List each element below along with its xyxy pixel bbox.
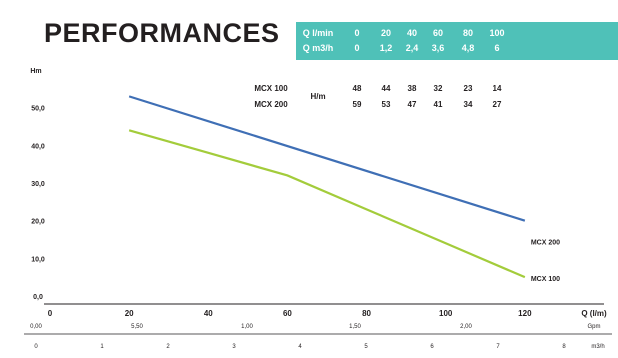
x3-tick-label: 8 xyxy=(562,344,566,350)
x3-axis-label: m3/h xyxy=(591,344,604,350)
table-header-label: Q l/min xyxy=(303,28,334,38)
table-cell: 41 xyxy=(434,100,443,109)
x3-tick-label: 2 xyxy=(166,344,170,350)
x2-tick-label: 2,00 xyxy=(460,324,472,330)
x3-tick-label: 5 xyxy=(364,344,368,350)
table-header-cell: 2,4 xyxy=(406,43,419,53)
x-tick-label: 40 xyxy=(204,309,213,318)
x3-tick-label: 7 xyxy=(496,344,500,350)
x2-axis-label: Gpm xyxy=(587,324,600,330)
table-model-label: MCX 100 xyxy=(254,84,288,93)
table-model-label: MCX 200 xyxy=(254,100,288,109)
x-tick-label: 0 xyxy=(48,309,53,318)
table-header-cell: 6 xyxy=(494,43,499,53)
table-header-cell: 4,8 xyxy=(462,43,475,53)
x3-tick-label: 4 xyxy=(298,344,302,350)
table-cell: 34 xyxy=(464,100,473,109)
series-label-mcx-100: MCX 100 xyxy=(531,276,560,283)
x-tick-label: 80 xyxy=(362,309,371,318)
x2-tick-label: 0,00 xyxy=(30,324,42,330)
table-cell: 48 xyxy=(353,84,362,93)
x3-tick-label: 1 xyxy=(100,344,104,350)
x-tick-label: 20 xyxy=(125,309,134,318)
x3-tick-label: 6 xyxy=(430,344,434,350)
x3-tick-label: 3 xyxy=(232,344,236,350)
y-tick-label: 30,0 xyxy=(31,181,45,188)
table-cell: 32 xyxy=(434,84,443,93)
table-header-label: Q m3/h xyxy=(303,43,334,53)
y-tick-label: 0,0 xyxy=(33,294,43,301)
series-line-mcx-100 xyxy=(128,129,526,279)
table-header-cell: 0 xyxy=(354,43,359,53)
x2-tick-label: 5,50 xyxy=(131,324,143,330)
series-line-mcx-200 xyxy=(128,95,526,222)
table-cell: 47 xyxy=(408,100,417,109)
table-unit-label: H/m xyxy=(310,92,325,101)
chart-frame xyxy=(20,8,618,358)
x3-tick-label: 0 xyxy=(34,344,38,350)
table-header-cell: 40 xyxy=(407,28,417,38)
y-tick-label: 10,0 xyxy=(31,256,45,263)
table-data-band xyxy=(246,72,618,118)
table-cell: 23 xyxy=(464,84,473,93)
x-tick-label: 60 xyxy=(283,309,292,318)
page-title: PERFORMANCES xyxy=(44,18,280,48)
table-cell: 14 xyxy=(493,84,502,93)
x-tick-label: 100 xyxy=(439,309,453,318)
table-header-cell: 3,6 xyxy=(432,43,445,53)
y-tick-label: 40,0 xyxy=(31,143,45,150)
table-header-cell: 0 xyxy=(354,28,359,38)
table-cell: 44 xyxy=(382,84,391,93)
y-axis-label: Hm xyxy=(30,68,41,75)
x-axis-label: Q (l/m) xyxy=(581,309,607,318)
x-tick-label: 120 xyxy=(518,309,532,318)
table-header-cell: 1,2 xyxy=(380,43,393,53)
series-label-mcx-200: MCX 200 xyxy=(531,240,560,247)
table-cell: 53 xyxy=(382,100,391,109)
table-cell: 27 xyxy=(493,100,502,109)
table-cell: 59 xyxy=(353,100,362,109)
y-tick-label: 20,0 xyxy=(31,219,45,226)
table-header-cell: 60 xyxy=(433,28,443,38)
table-cell: 38 xyxy=(408,84,417,93)
table-header-cell: 100 xyxy=(489,28,504,38)
table-header-cell: 80 xyxy=(463,28,473,38)
table-header-cell: 20 xyxy=(381,28,391,38)
y-tick-label: 50,0 xyxy=(31,106,45,113)
x2-tick-label: 1,50 xyxy=(349,324,361,330)
x2-tick-label: 1,00 xyxy=(241,324,253,330)
table-header-band xyxy=(296,22,618,60)
